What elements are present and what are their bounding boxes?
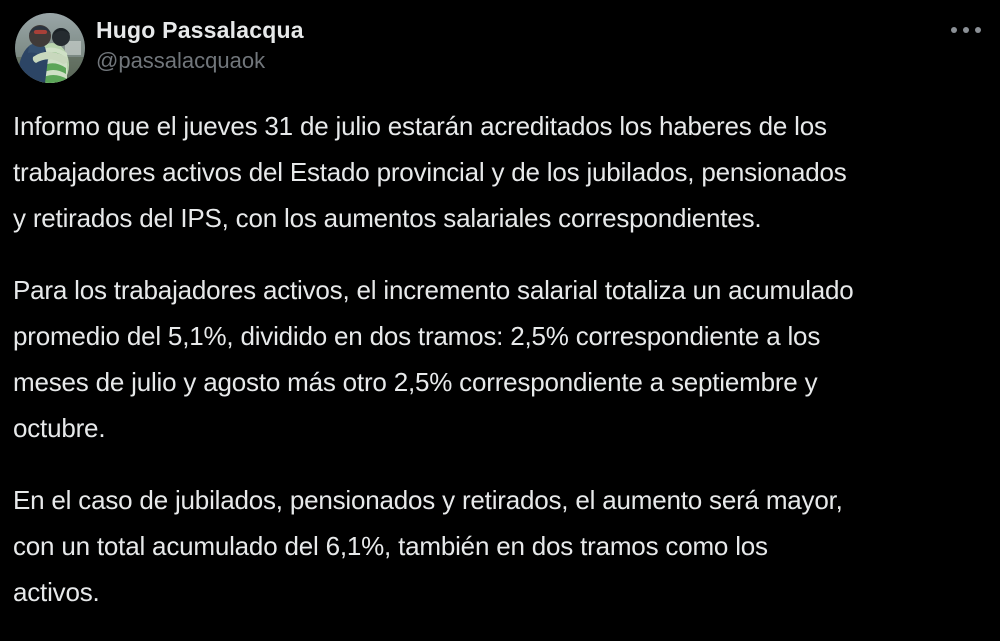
avatar[interactable]: [15, 13, 85, 83]
tweet-text: Informo que el jueves 31 de julio estará…: [13, 103, 998, 641]
author-handle[interactable]: @passalacquaok: [96, 48, 266, 73]
avatar-photo: [15, 13, 85, 83]
tweet-paragraph-1: Informo que el jueves 31 de julio estará…: [13, 111, 847, 233]
tweet-paragraph-3: En el caso de jubilados, pensionados y r…: [13, 485, 843, 607]
more-horizontal-icon: [951, 27, 981, 33]
author-name[interactable]: Hugo Passalacqua: [96, 17, 304, 43]
tweet-card: Hugo Passalacqua @passalacquaok Informo …: [0, 0, 1000, 607]
tweet-paragraph-2: Para los trabajadores activos, el increm…: [13, 275, 854, 443]
author-block[interactable]: Hugo Passalacqua @passalacquaok: [96, 14, 304, 76]
more-button[interactable]: [944, 18, 988, 42]
tweet-header: Hugo Passalacqua @passalacquaok: [0, 0, 1000, 95]
tweet-page: { "colors": { "background": "#000000", "…: [0, 0, 1000, 607]
